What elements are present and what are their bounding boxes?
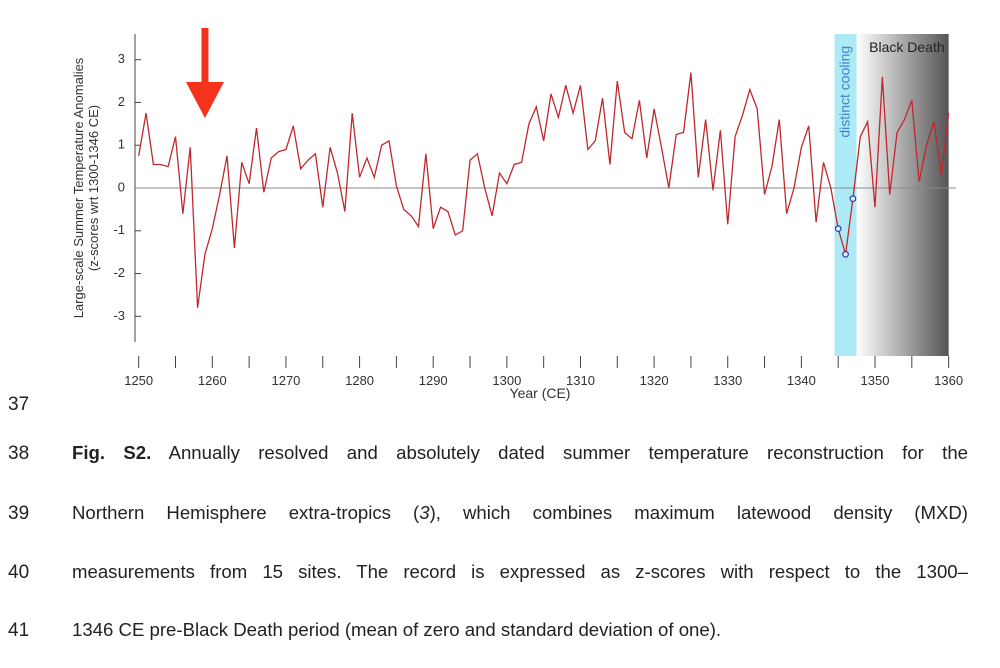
shaded-span [834, 34, 857, 356]
y-tick-label: 2 [118, 94, 125, 109]
y-axis-label: Large-scale Summer Temperature Anomalies… [71, 57, 101, 318]
y-tick-label: -3 [113, 308, 125, 323]
caption-line: 1346 CE pre-Black Death period (mean of … [72, 619, 968, 641]
x-tick-label: 1270 [271, 373, 300, 388]
span-label: distinct cooling [836, 46, 852, 138]
figure-label: Fig. S2. [72, 442, 152, 463]
caption-text: 1346 CE pre-Black Death period (mean of … [72, 619, 722, 640]
x-tick-label: 1350 [861, 373, 890, 388]
y-tick-label: 3 [118, 51, 125, 66]
chart: Large-scale Summer Temperature Anomalies… [71, 28, 963, 401]
marker [842, 250, 849, 258]
data-line [138, 72, 950, 308]
x-tick-label: 1330 [713, 373, 742, 388]
x-axis-label: Year (CE) [510, 385, 571, 401]
caption-line: measurements from 15 sites. The record i… [72, 561, 968, 583]
caption-text: measurements from 15 sites. The record i… [72, 561, 968, 582]
caption-line: Northern Hemisphere extra-tropics (3), w… [72, 502, 968, 524]
arrow-head [185, 82, 224, 118]
x-tick-label: 1260 [198, 373, 227, 388]
x-tick-label: 1300 [492, 373, 521, 388]
x-tick-label: 1250 [124, 373, 153, 388]
y-axis-label-line: (z-scores wrt 1300-1346 CE) [86, 105, 101, 271]
x-tick-label: 1320 [640, 373, 669, 388]
span-label: Black Death [869, 39, 944, 55]
y-tick-label: 0 [118, 179, 125, 194]
x-tick-label: 1310 [566, 373, 595, 388]
line-number: 40 [8, 562, 30, 583]
shaded-span [856, 34, 949, 356]
x-tick-label: 1290 [419, 373, 448, 388]
caption-text: Annually resolved and absolutely dated s… [151, 442, 969, 463]
line-number: 39 [8, 503, 30, 524]
caption-text: Northern Hemisphere extra-tropics ( [72, 502, 420, 523]
x-tick-label: 1340 [787, 373, 816, 388]
line-number: 38 [8, 443, 30, 464]
citation: 3 [419, 502, 430, 523]
caption-line: Fig. S2. Annually resolved and absolutel… [72, 442, 968, 464]
y-axis-label-line: Large-scale Summer Temperature Anomalies [71, 57, 86, 318]
line-number: 41 [8, 620, 30, 641]
line-number: 37 [8, 394, 30, 415]
y-tick-label: -2 [113, 265, 125, 280]
marker [849, 195, 857, 203]
x-tick-label: 1280 [345, 373, 374, 388]
arrow-shaft [201, 28, 209, 84]
y-tick-label: 1 [118, 137, 125, 152]
caption-text: ), which combines maximum latewood densi… [429, 502, 968, 523]
marker [834, 225, 842, 233]
y-tick-label: -1 [113, 222, 125, 237]
x-tick-label: 1360 [934, 373, 963, 388]
